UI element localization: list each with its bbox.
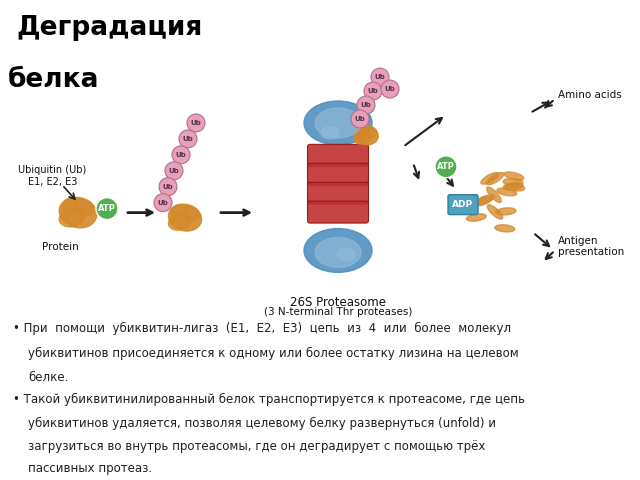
Text: Ub: Ub — [182, 136, 193, 142]
Ellipse shape — [503, 179, 523, 186]
Ellipse shape — [60, 208, 84, 227]
Ellipse shape — [496, 208, 516, 215]
Text: Protein: Protein — [42, 242, 78, 252]
Text: ATP: ATP — [437, 162, 455, 171]
Text: белке.: белке. — [28, 372, 68, 384]
Text: Ub: Ub — [175, 152, 186, 158]
FancyBboxPatch shape — [307, 163, 369, 185]
Circle shape — [187, 114, 205, 132]
FancyBboxPatch shape — [307, 182, 369, 204]
Ellipse shape — [168, 214, 191, 230]
Text: E1, E2, E3: E1, E2, E3 — [28, 177, 77, 187]
Circle shape — [154, 193, 172, 212]
Text: Ub: Ub — [355, 116, 365, 122]
Ellipse shape — [315, 238, 361, 267]
Text: белка: белка — [8, 67, 99, 93]
Ellipse shape — [487, 187, 501, 203]
Ellipse shape — [504, 172, 524, 180]
Text: Ubiquitin (Ub): Ubiquitin (Ub) — [18, 165, 86, 175]
Text: Ub: Ub — [367, 88, 378, 94]
Circle shape — [165, 162, 183, 180]
FancyBboxPatch shape — [448, 195, 478, 215]
Circle shape — [381, 80, 399, 98]
Text: Ub: Ub — [157, 200, 168, 205]
Text: убиквитинов присоединяется к одному или более остатку лизина на целевом: убиквитинов присоединяется к одному или … — [28, 347, 519, 360]
Circle shape — [96, 198, 118, 219]
Ellipse shape — [497, 188, 516, 196]
Ellipse shape — [183, 206, 199, 221]
Text: Antigen
presentation: Antigen presentation — [558, 236, 624, 257]
Ellipse shape — [354, 125, 378, 145]
Text: 26S Proteasome: 26S Proteasome — [290, 296, 386, 309]
Text: • При  помощи  убиквитин-лигаз  (E1,  E2,  E3)  цепь  из  4  или  более  молекул: • При помощи убиквитин-лигаз (E1, E2, E3… — [13, 322, 511, 335]
Text: Деградация: Деградация — [16, 15, 202, 41]
Text: убиквитинов удаляется, позволяя целевому белку развернуться (unfold) и: убиквитинов удаляется, позволяя целевому… — [28, 417, 497, 430]
Text: (3 N-terminal Thr proteases): (3 N-terminal Thr proteases) — [264, 307, 412, 317]
Ellipse shape — [476, 195, 495, 204]
Ellipse shape — [495, 225, 515, 232]
Text: Ub: Ub — [385, 86, 396, 92]
Text: Amino acids: Amino acids — [558, 90, 621, 100]
Text: • Такой убиквитинилированный белок транспортируется к протеасоме, где цепь: • Такой убиквитинилированный белок транс… — [13, 393, 525, 406]
Text: Ub: Ub — [374, 74, 385, 80]
FancyBboxPatch shape — [307, 144, 369, 166]
Text: Ub: Ub — [168, 168, 179, 174]
Ellipse shape — [503, 183, 523, 190]
Ellipse shape — [321, 127, 339, 139]
Text: загрузиться во внутрь протеасомы, где он деградирует с помощью трёх: загрузиться во внутрь протеасомы, где он… — [28, 440, 486, 453]
Ellipse shape — [481, 173, 499, 184]
Ellipse shape — [505, 184, 525, 191]
Circle shape — [435, 156, 457, 178]
Ellipse shape — [76, 199, 94, 216]
Ellipse shape — [486, 173, 504, 185]
Ellipse shape — [172, 205, 184, 216]
Circle shape — [364, 82, 382, 100]
Ellipse shape — [304, 228, 372, 272]
Ellipse shape — [472, 197, 492, 206]
Ellipse shape — [354, 132, 371, 144]
Ellipse shape — [337, 249, 355, 261]
Text: Ub: Ub — [191, 120, 202, 126]
FancyBboxPatch shape — [307, 201, 369, 223]
Ellipse shape — [60, 197, 97, 228]
Circle shape — [179, 130, 197, 148]
Circle shape — [159, 178, 177, 196]
Text: Ub: Ub — [360, 102, 371, 108]
Text: Ub: Ub — [163, 184, 173, 190]
Circle shape — [172, 146, 190, 164]
Ellipse shape — [168, 204, 202, 231]
Ellipse shape — [365, 126, 376, 137]
Ellipse shape — [315, 108, 361, 138]
Circle shape — [351, 110, 369, 128]
Text: пассивных протеаз.: пассивных протеаз. — [28, 462, 152, 475]
Circle shape — [371, 68, 389, 86]
Ellipse shape — [467, 214, 486, 221]
Ellipse shape — [356, 125, 365, 134]
Ellipse shape — [63, 198, 77, 211]
Circle shape — [357, 96, 375, 114]
Text: ADP: ADP — [452, 200, 474, 209]
Ellipse shape — [304, 101, 372, 145]
Text: ATP: ATP — [98, 204, 116, 213]
Ellipse shape — [487, 205, 503, 219]
